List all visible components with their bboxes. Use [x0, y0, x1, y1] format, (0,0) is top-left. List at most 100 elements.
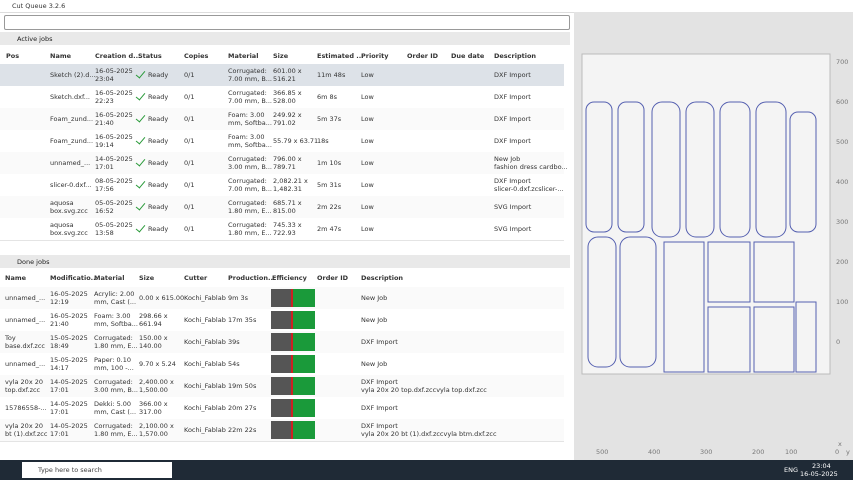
x-axis-label: 500 [596, 448, 609, 456]
cell: 16-05-2025 21:40 [50, 312, 88, 328]
cell: 0/1 [184, 93, 195, 101]
column-header: Name [50, 52, 72, 60]
cell: Ready [148, 71, 169, 79]
x-axis-label: 100 [785, 448, 798, 456]
cell: unnamed_... [5, 294, 46, 302]
efficiency-bar [271, 421, 315, 439]
cell: 0/1 [184, 225, 195, 233]
cell: New Job fashion dress cardbo... [494, 155, 568, 171]
cell: slicer-0.dxf... [50, 181, 92, 189]
cell: 22m 22s [228, 426, 257, 434]
row-bg [0, 218, 564, 241]
cell: Acrylic: 2.00 mm, Cast (... [94, 290, 137, 306]
y-axis-label: 400 [836, 178, 849, 186]
cell: Toy base.dxf.zcc [5, 334, 45, 350]
cell: Foam: 3.00 mm, Softba... [228, 111, 272, 127]
column-header: Creation d... [95, 52, 141, 60]
cell: Corrugated: 1.80 mm, E... [94, 422, 138, 438]
cell: 0/1 [184, 137, 195, 145]
x-axis-name: x [838, 440, 842, 448]
cell: 249.92 x 791.02 [273, 111, 302, 127]
column-header: Size [273, 52, 289, 60]
column-header: Copies [184, 52, 209, 60]
column-header: Modificatio... [50, 274, 99, 282]
cell: 601.00 x 516.21 [273, 67, 302, 83]
column-header: Production... [228, 274, 276, 282]
cell: 05-05-2025 13:58 [95, 221, 133, 237]
cell: vyla 20x 20 top.dxf.zcc [5, 378, 44, 394]
cell: 0/1 [184, 71, 195, 79]
title-bar [0, 0, 853, 13]
column-header: Priority [361, 52, 389, 60]
active-title: Active jobs [17, 35, 53, 43]
cell: SVG Import [494, 225, 532, 233]
clock-time: 23:04 [812, 462, 831, 470]
plot-area [581, 53, 831, 375]
cell: Ready [148, 225, 169, 233]
cell: 15-05-2025 14:17 [50, 356, 88, 372]
cell: 14-05-2025 17:01 [50, 422, 88, 438]
cell: 19m 50s [228, 382, 257, 390]
cell: 796.00 x 789.71 [273, 155, 302, 171]
cell: Low [361, 225, 374, 233]
cell: DXF Import [361, 338, 398, 346]
cell: 2,400.00 x 1,500.00 [139, 378, 174, 394]
search-box[interactable] [4, 15, 570, 30]
cell: Ready [148, 181, 169, 189]
cell: 745.33 x 722.93 [273, 221, 302, 237]
cell: 685.71 x 815.00 [273, 199, 302, 215]
cell: 2m 22s [317, 203, 342, 211]
cell: DXF Import [494, 93, 531, 101]
cell: DXF Import [494, 71, 531, 79]
preview [581, 53, 831, 375]
cell: Corrugated: 7.00 mm, B... [228, 177, 272, 193]
cell: 14-05-2025 17:01 [50, 400, 88, 416]
cell: Foam: 3.00 mm, Softba... [228, 133, 272, 149]
column-header: Description [361, 274, 404, 282]
cell: Kochi_Fablab [184, 316, 226, 324]
efficiency-bar [271, 333, 315, 351]
efficiency-bar [271, 355, 315, 373]
cell: 16-05-2025 21:40 [95, 111, 133, 127]
cell: Paper: 0.10 mm, 100 -... [94, 356, 134, 372]
column-header: Description [494, 52, 537, 60]
cell: Corrugated: 1.80 mm, E... [94, 334, 138, 350]
cell: DXF Import [494, 115, 531, 123]
efficiency-bar [271, 289, 315, 307]
y-axis-label: 700 [836, 58, 849, 66]
cell: Foam: 3.00 mm, Softba... [94, 312, 138, 328]
cell: 14-05-2025 17:01 [95, 155, 133, 171]
cell: Ready [148, 115, 169, 123]
cell: Low [361, 115, 374, 123]
cell: Corrugated: 3.00 mm, B... [228, 155, 272, 171]
cell: Corrugated: 3.00 mm, B... [94, 378, 138, 394]
cell: 08-05-2025 17:56 [95, 177, 133, 193]
y-axis-label: 500 [836, 138, 849, 146]
column-header: Order ID [407, 52, 439, 60]
cell: 2,100.00 x 1,570.00 [139, 422, 174, 438]
taskbar-search-box[interactable] [22, 462, 172, 478]
cell: unnamed_... [5, 360, 46, 368]
cell: 16-05-2025 12:19 [50, 290, 88, 306]
cell: Kochi_Fablab [184, 404, 226, 412]
y-axis-label: 200 [836, 258, 849, 266]
cell: 55.79 x 63.71 [273, 137, 319, 145]
efficiency-bar [271, 311, 315, 329]
cell: 298.66 x 661.94 [139, 312, 168, 328]
column-header: Size [139, 274, 155, 282]
cell: 17m 35s [228, 316, 257, 324]
cell: Kochi_Fablab [184, 338, 226, 346]
cell: 0/1 [184, 159, 195, 167]
column-header: Status [138, 52, 162, 60]
cell: 0.00 x 615.00 [139, 294, 185, 302]
y-axis-label: 0 [836, 338, 841, 346]
cell: DXF Import vyla 20x 20 top.dxf.zccvyla t… [361, 378, 487, 394]
cell: Low [361, 71, 374, 79]
taskbar-search: Type here to search [38, 466, 102, 474]
cell: 16-05-2025 22:23 [95, 89, 133, 105]
cell: Low [361, 159, 374, 167]
cell: 0/1 [184, 203, 195, 211]
cell: Low [361, 203, 374, 211]
column-header: Name [5, 274, 27, 282]
